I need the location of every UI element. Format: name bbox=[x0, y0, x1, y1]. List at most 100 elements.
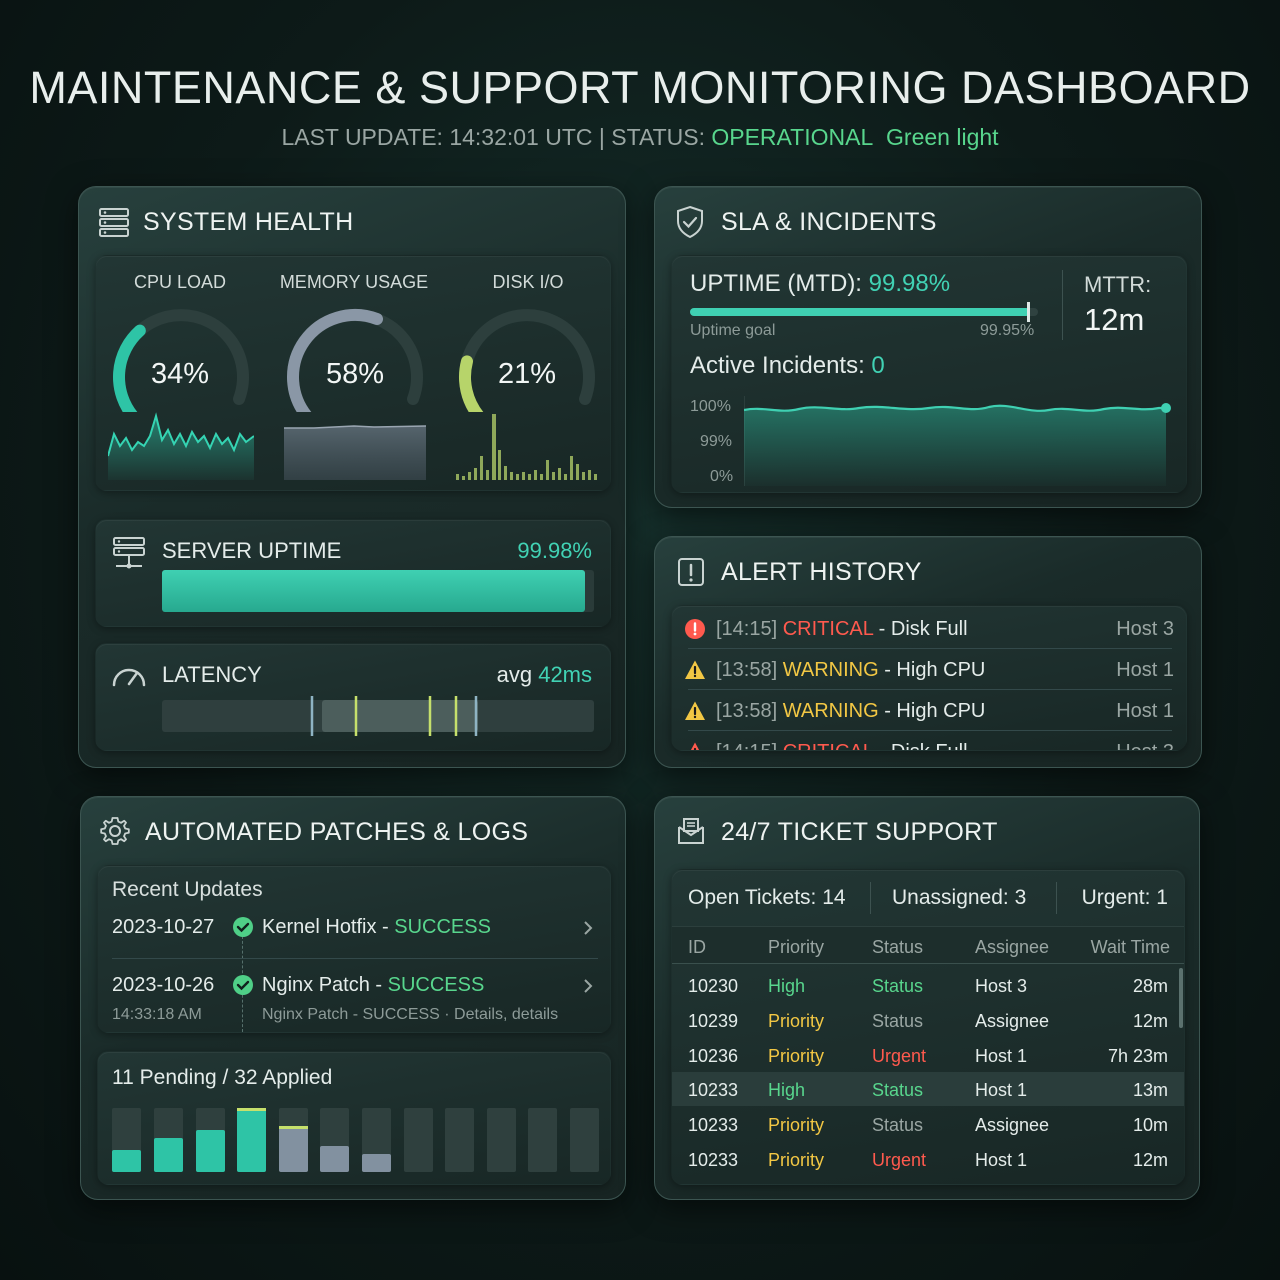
server-rack-icon bbox=[113, 537, 145, 569]
memory-usage-value: 58% bbox=[325, 358, 385, 390]
status-line: LAST UPDATE: 14:32:01 UTC | STATUS: OPER… bbox=[0, 124, 1280, 151]
cpu-load-value: 34% bbox=[150, 358, 210, 390]
ticket-wait: 28m bbox=[1132, 976, 1168, 996]
alert-item[interactable]: [14:15] CRITICAL - Disk Full Host 3 bbox=[672, 731, 1186, 750]
alert-item[interactable]: [13:58] WARNING - High CPU Host 1 bbox=[672, 690, 1186, 730]
alert-level: CRITICAL bbox=[782, 618, 874, 640]
alert-host: Host 1 bbox=[1116, 700, 1174, 722]
patch-summary-card: 11 Pending / 32 Applied bbox=[97, 1051, 611, 1185]
ticket-priority: Priority bbox=[768, 1150, 825, 1170]
alert-divider bbox=[688, 689, 1172, 690]
table-row[interactable]: 10230 High Status Host 3 28m bbox=[672, 968, 1184, 1002]
cpu-sparkline bbox=[108, 412, 254, 480]
last-update-text: LAST UPDATE: 14:32:01 UTC | STATUS: bbox=[281, 124, 712, 150]
status-value: OPERATIONAL bbox=[711, 124, 874, 150]
latency-label: LATENCY bbox=[162, 662, 262, 687]
update-name-text: Nginx Patch - bbox=[262, 974, 388, 996]
ticket-id: 10233 bbox=[688, 1150, 739, 1170]
alert-time: [13:58] bbox=[716, 700, 778, 722]
ticket-id: 10236 bbox=[688, 1045, 739, 1066]
alert-history-panel: ALERT HISTORY [14:15] CRITICAL - Disk Fu… bbox=[654, 536, 1202, 768]
update-name: Nginx Patch - SUCCESS bbox=[262, 974, 484, 997]
ticket-priority: Priority bbox=[768, 1115, 825, 1136]
uptime-goal-marker bbox=[1027, 302, 1030, 322]
server-uptime-label: SERVER UPTIME bbox=[162, 538, 342, 563]
open-tickets: Open Tickets: 14 bbox=[688, 886, 846, 909]
unassigned-tickets: Unassigned: 3 bbox=[892, 886, 1027, 909]
ticket-status: Urgent bbox=[872, 1150, 927, 1170]
ticket-wait: 10m bbox=[1132, 1115, 1168, 1136]
server-icon bbox=[99, 208, 129, 237]
critical-circle-icon bbox=[685, 619, 705, 639]
ticket-card: Open Tickets: 14 Unassigned: 3 Urgent: 1… bbox=[671, 869, 1185, 1185]
ticket-status: Urgent bbox=[872, 1045, 927, 1066]
alert-history-title: ALERT HISTORY bbox=[721, 558, 922, 586]
update-name-text: Kernel Hotfix - bbox=[262, 916, 395, 938]
ticket-id: 10233 bbox=[688, 1115, 739, 1136]
table-row[interactable]: 10239 Priority Status Assignee 12m bbox=[672, 1003, 1184, 1037]
mttr-value: 12m bbox=[1084, 302, 1145, 337]
alert-divider bbox=[688, 648, 1172, 649]
chart-tick-100: 100% bbox=[690, 398, 731, 415]
alert-host: Host 1 bbox=[1116, 659, 1174, 681]
alert-box-icon bbox=[678, 558, 704, 586]
sla-card: UPTIME (MTD): 99.98% Uptime goal 99.95% … bbox=[671, 255, 1187, 493]
server-uptime-value: 99.98% bbox=[517, 538, 592, 563]
gauges-card: CPU LOAD 34% MEMORY USAGE 58% DISK I/O bbox=[95, 255, 611, 491]
memory-usage-label: MEMORY USAGE bbox=[279, 272, 429, 292]
ticket-support-title: 24/7 TICKET SUPPORT bbox=[721, 818, 998, 846]
disk-io-label: DISK I/O bbox=[492, 272, 564, 292]
recent-updates-card: Recent Updates 2023-10-27 Kernel Hotfix … bbox=[97, 865, 611, 1033]
success-check-icon bbox=[233, 917, 253, 937]
warning-triangle-icon bbox=[685, 701, 705, 720]
patch-summary: 11 Pending / 32 Applied bbox=[112, 1066, 333, 1089]
alert-host: Host 3 bbox=[1116, 741, 1174, 750]
alert-item[interactable]: [13:58] WARNING - High CPU Host 1 bbox=[672, 649, 1186, 689]
gear-icon bbox=[100, 817, 130, 845]
col-status[interactable]: Status bbox=[872, 937, 924, 957]
system-health-title: SYSTEM HEALTH bbox=[143, 208, 354, 236]
update-status: SUCCESS bbox=[394, 916, 491, 938]
server-uptime-bar bbox=[162, 570, 586, 612]
table-scrollbar[interactable] bbox=[1179, 968, 1183, 1028]
alert-level: WARNING bbox=[782, 659, 879, 681]
ticket-status: Status bbox=[872, 1115, 924, 1136]
table-row[interactable]: 10233 High Status Host 1 13m bbox=[672, 1072, 1184, 1107]
alert-item[interactable]: [14:15] CRITICAL - Disk Full Host 3 bbox=[672, 608, 1186, 648]
alert-level: CRITICAL bbox=[783, 741, 873, 750]
ticket-assignee: Assignee bbox=[975, 1115, 1050, 1136]
col-wait-time[interactable]: Wait Time bbox=[1090, 937, 1170, 957]
latency-card: LATENCY avg 42ms bbox=[95, 643, 611, 751]
chevron-right-icon[interactable] bbox=[582, 978, 594, 994]
system-health-panel: SYSTEM HEALTH CPU LOAD 34% MEMORY USAGE … bbox=[78, 186, 626, 768]
ticket-assignee: Assignee bbox=[975, 1010, 1050, 1031]
alert-message: - High CPU bbox=[878, 659, 986, 681]
success-check-icon bbox=[233, 975, 253, 995]
update-row-1[interactable]: 2023-10-27 Kernel Hotfix - SUCCESS bbox=[98, 912, 612, 952]
alert-text: [13:58] WARNING - High CPU bbox=[716, 659, 985, 682]
uptime-goal-value: 99.95% bbox=[980, 322, 1035, 339]
recent-updates-label: Recent Updates bbox=[112, 878, 263, 901]
update-row-2[interactable]: 2023-10-26 Nginx Patch - SUCCESS 14:33:1… bbox=[98, 970, 612, 1030]
chevron-right-icon[interactable] bbox=[582, 920, 594, 936]
table-row[interactable]: 10236 Priority Urgent Host 1 7h 23m bbox=[672, 1038, 1184, 1072]
cpu-load-label: CPU LOAD bbox=[133, 272, 227, 292]
sla-title: SLA & INCIDENTS bbox=[721, 208, 937, 236]
disk-io-value: 21% bbox=[497, 358, 557, 390]
table-row[interactable]: 10233 Priority Status Assignee 10m bbox=[672, 1107, 1184, 1141]
ticket-wait: 13m bbox=[1132, 1080, 1168, 1101]
uptime-trend-chart bbox=[744, 396, 1171, 486]
col-id[interactable]: ID bbox=[688, 937, 706, 957]
active-incidents-value: 0 bbox=[871, 352, 885, 379]
update-name: Kernel Hotfix - SUCCESS bbox=[262, 916, 491, 939]
ticket-wait: 12m bbox=[1132, 1150, 1168, 1170]
status-light: Green light bbox=[886, 124, 999, 150]
ticket-status: Status bbox=[872, 1010, 924, 1031]
col-assignee[interactable]: Assignee bbox=[975, 937, 1050, 957]
chart-tick-0: 0% bbox=[710, 468, 734, 485]
mttr-divider bbox=[1062, 270, 1063, 340]
col-priority[interactable]: Priority bbox=[768, 937, 825, 957]
table-row[interactable]: 10233 Priority Urgent Host 1 12m bbox=[672, 1142, 1184, 1176]
ticket-assignee: Host 1 bbox=[975, 1080, 1028, 1101]
stat-divider bbox=[1056, 882, 1057, 914]
